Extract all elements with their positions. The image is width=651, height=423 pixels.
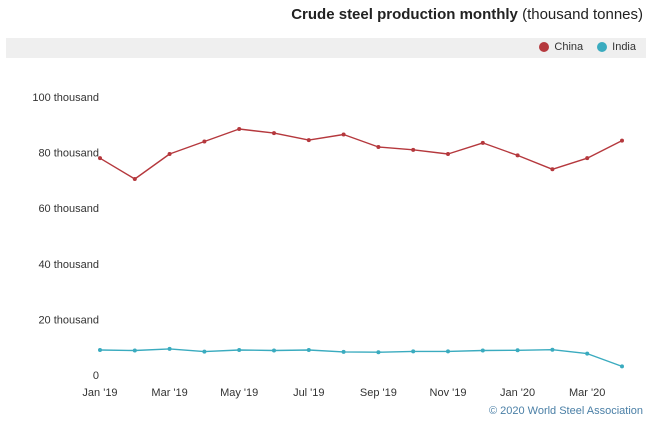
data-point-china	[585, 156, 590, 161]
chart-title-unit: (thousand tonnes)	[522, 6, 643, 23]
series-line-india	[99, 348, 623, 368]
data-point-india	[202, 349, 207, 354]
legend-swatch-china	[539, 42, 550, 52]
legend-label-india: India	[612, 41, 636, 53]
data-point-india	[585, 351, 590, 356]
data-point-china	[620, 138, 624, 143]
data-point-india	[237, 347, 242, 352]
y-tick-label: 60 thousand	[38, 203, 99, 215]
data-point-india	[446, 349, 450, 354]
data-point-china	[306, 138, 311, 143]
data-point-china	[411, 147, 416, 152]
data-point-india	[167, 346, 172, 351]
data-point-india	[306, 347, 311, 352]
chart-title-main: Crude steel production monthly	[291, 6, 518, 23]
x-tick-label: Mar '19	[151, 387, 187, 399]
data-point-china	[515, 153, 520, 158]
credit-text: © 2020 World Steel Association	[488, 405, 643, 417]
data-point-china	[202, 139, 207, 144]
data-point-china	[550, 167, 555, 172]
data-point-india	[132, 348, 137, 353]
data-point-india	[620, 364, 624, 369]
x-tick-label: Jul '19	[293, 387, 324, 399]
data-point-india	[272, 348, 276, 353]
data-point-china	[237, 126, 242, 131]
legend-item-india[interactable]: India	[597, 41, 636, 53]
series-line-china	[99, 128, 623, 180]
data-point-china	[272, 131, 276, 136]
legend-swatch-india	[597, 42, 608, 52]
data-point-china	[480, 140, 485, 145]
data-point-india	[480, 348, 485, 353]
data-point-india	[550, 347, 555, 352]
data-point-india	[341, 349, 346, 354]
y-tick-label: 40 thousand	[38, 259, 99, 271]
data-point-india	[411, 349, 416, 354]
x-tick-label: Jan '20	[500, 387, 535, 399]
legend-bar: China India	[6, 38, 646, 58]
data-point-china	[376, 145, 381, 150]
data-point-china	[446, 151, 450, 156]
x-tick-label: Sep '19	[360, 387, 397, 399]
data-point-china	[132, 177, 137, 182]
data-point-india	[376, 350, 381, 355]
legend: China India	[539, 41, 636, 53]
data-point-china	[167, 151, 172, 156]
data-point-china	[341, 132, 346, 137]
x-tick-label: Mar '20	[569, 387, 605, 399]
data-point-india	[515, 348, 520, 353]
y-tick-label: 80 thousand	[38, 148, 99, 160]
y-tick-label: 0	[93, 370, 99, 382]
y-tick-label: 20 thousand	[38, 314, 99, 326]
y-tick-label: 100 thousand	[32, 92, 99, 104]
data-point-china	[98, 156, 102, 161]
legend-item-china[interactable]: China	[539, 41, 583, 53]
x-tick-label: Jan '19	[82, 387, 117, 399]
x-tick-label: Nov '19	[430, 387, 467, 399]
chart-title: Crude steel production monthly (thousand…	[291, 6, 643, 23]
legend-label-china: China	[554, 41, 584, 53]
x-tick-label: May '19	[220, 387, 258, 399]
data-point-india	[98, 347, 102, 352]
